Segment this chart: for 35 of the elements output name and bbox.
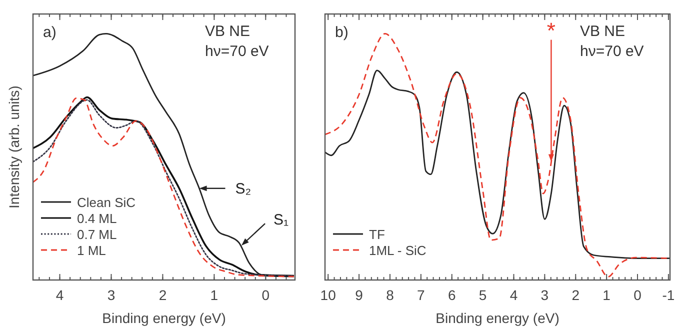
legend-label: 1ML - SiC bbox=[369, 243, 426, 258]
legend-label: TF bbox=[369, 227, 385, 242]
x-axis-title: Binding energy (eV) bbox=[436, 310, 560, 326]
y-axis-title: Intensity (arb. units) bbox=[6, 86, 22, 208]
x-tick-label: 0 bbox=[262, 287, 270, 303]
x-tick-label: 4 bbox=[56, 287, 64, 303]
x-tick-label: 3 bbox=[540, 287, 549, 303]
x-tick-label: 2 bbox=[158, 287, 167, 303]
x-axis-title: Binding energy (eV) bbox=[102, 310, 226, 326]
x-tick-label: 10 bbox=[320, 287, 336, 303]
x-tick-label: 3 bbox=[107, 287, 116, 303]
x-tick-label: 7 bbox=[417, 287, 426, 303]
x-tick-label: 1 bbox=[602, 287, 611, 303]
annotation: b) bbox=[335, 24, 348, 41]
x-tick-label: 4 bbox=[510, 287, 518, 303]
annotation: VB NE bbox=[205, 23, 250, 40]
x-tick-label: 2 bbox=[572, 287, 580, 303]
annotation: VB NE bbox=[580, 23, 626, 40]
annotation: hν=70 eV bbox=[580, 43, 644, 60]
x-tick-label: -1 bbox=[662, 287, 675, 303]
x-tick-label: 5 bbox=[478, 287, 487, 303]
x-tick-label: 0 bbox=[634, 287, 642, 303]
x-tick-label: 9 bbox=[355, 287, 364, 303]
x-tick-label: 1 bbox=[210, 287, 218, 303]
x-tick-label: 8 bbox=[386, 287, 394, 303]
x-tick-label: 6 bbox=[448, 287, 456, 303]
legend-label: Clean SiC bbox=[77, 195, 136, 210]
annotation: * bbox=[546, 18, 556, 43]
annotation: a) bbox=[43, 24, 56, 41]
annotation: hν=70 eV bbox=[205, 43, 269, 60]
legend-label: 0.4 ML bbox=[77, 211, 117, 226]
annotation: S₂ bbox=[235, 180, 252, 198]
legend-label: 1 ML bbox=[77, 243, 106, 258]
annotation: S₁ bbox=[273, 212, 289, 229]
legend-label: 0.7 ML bbox=[77, 227, 117, 242]
